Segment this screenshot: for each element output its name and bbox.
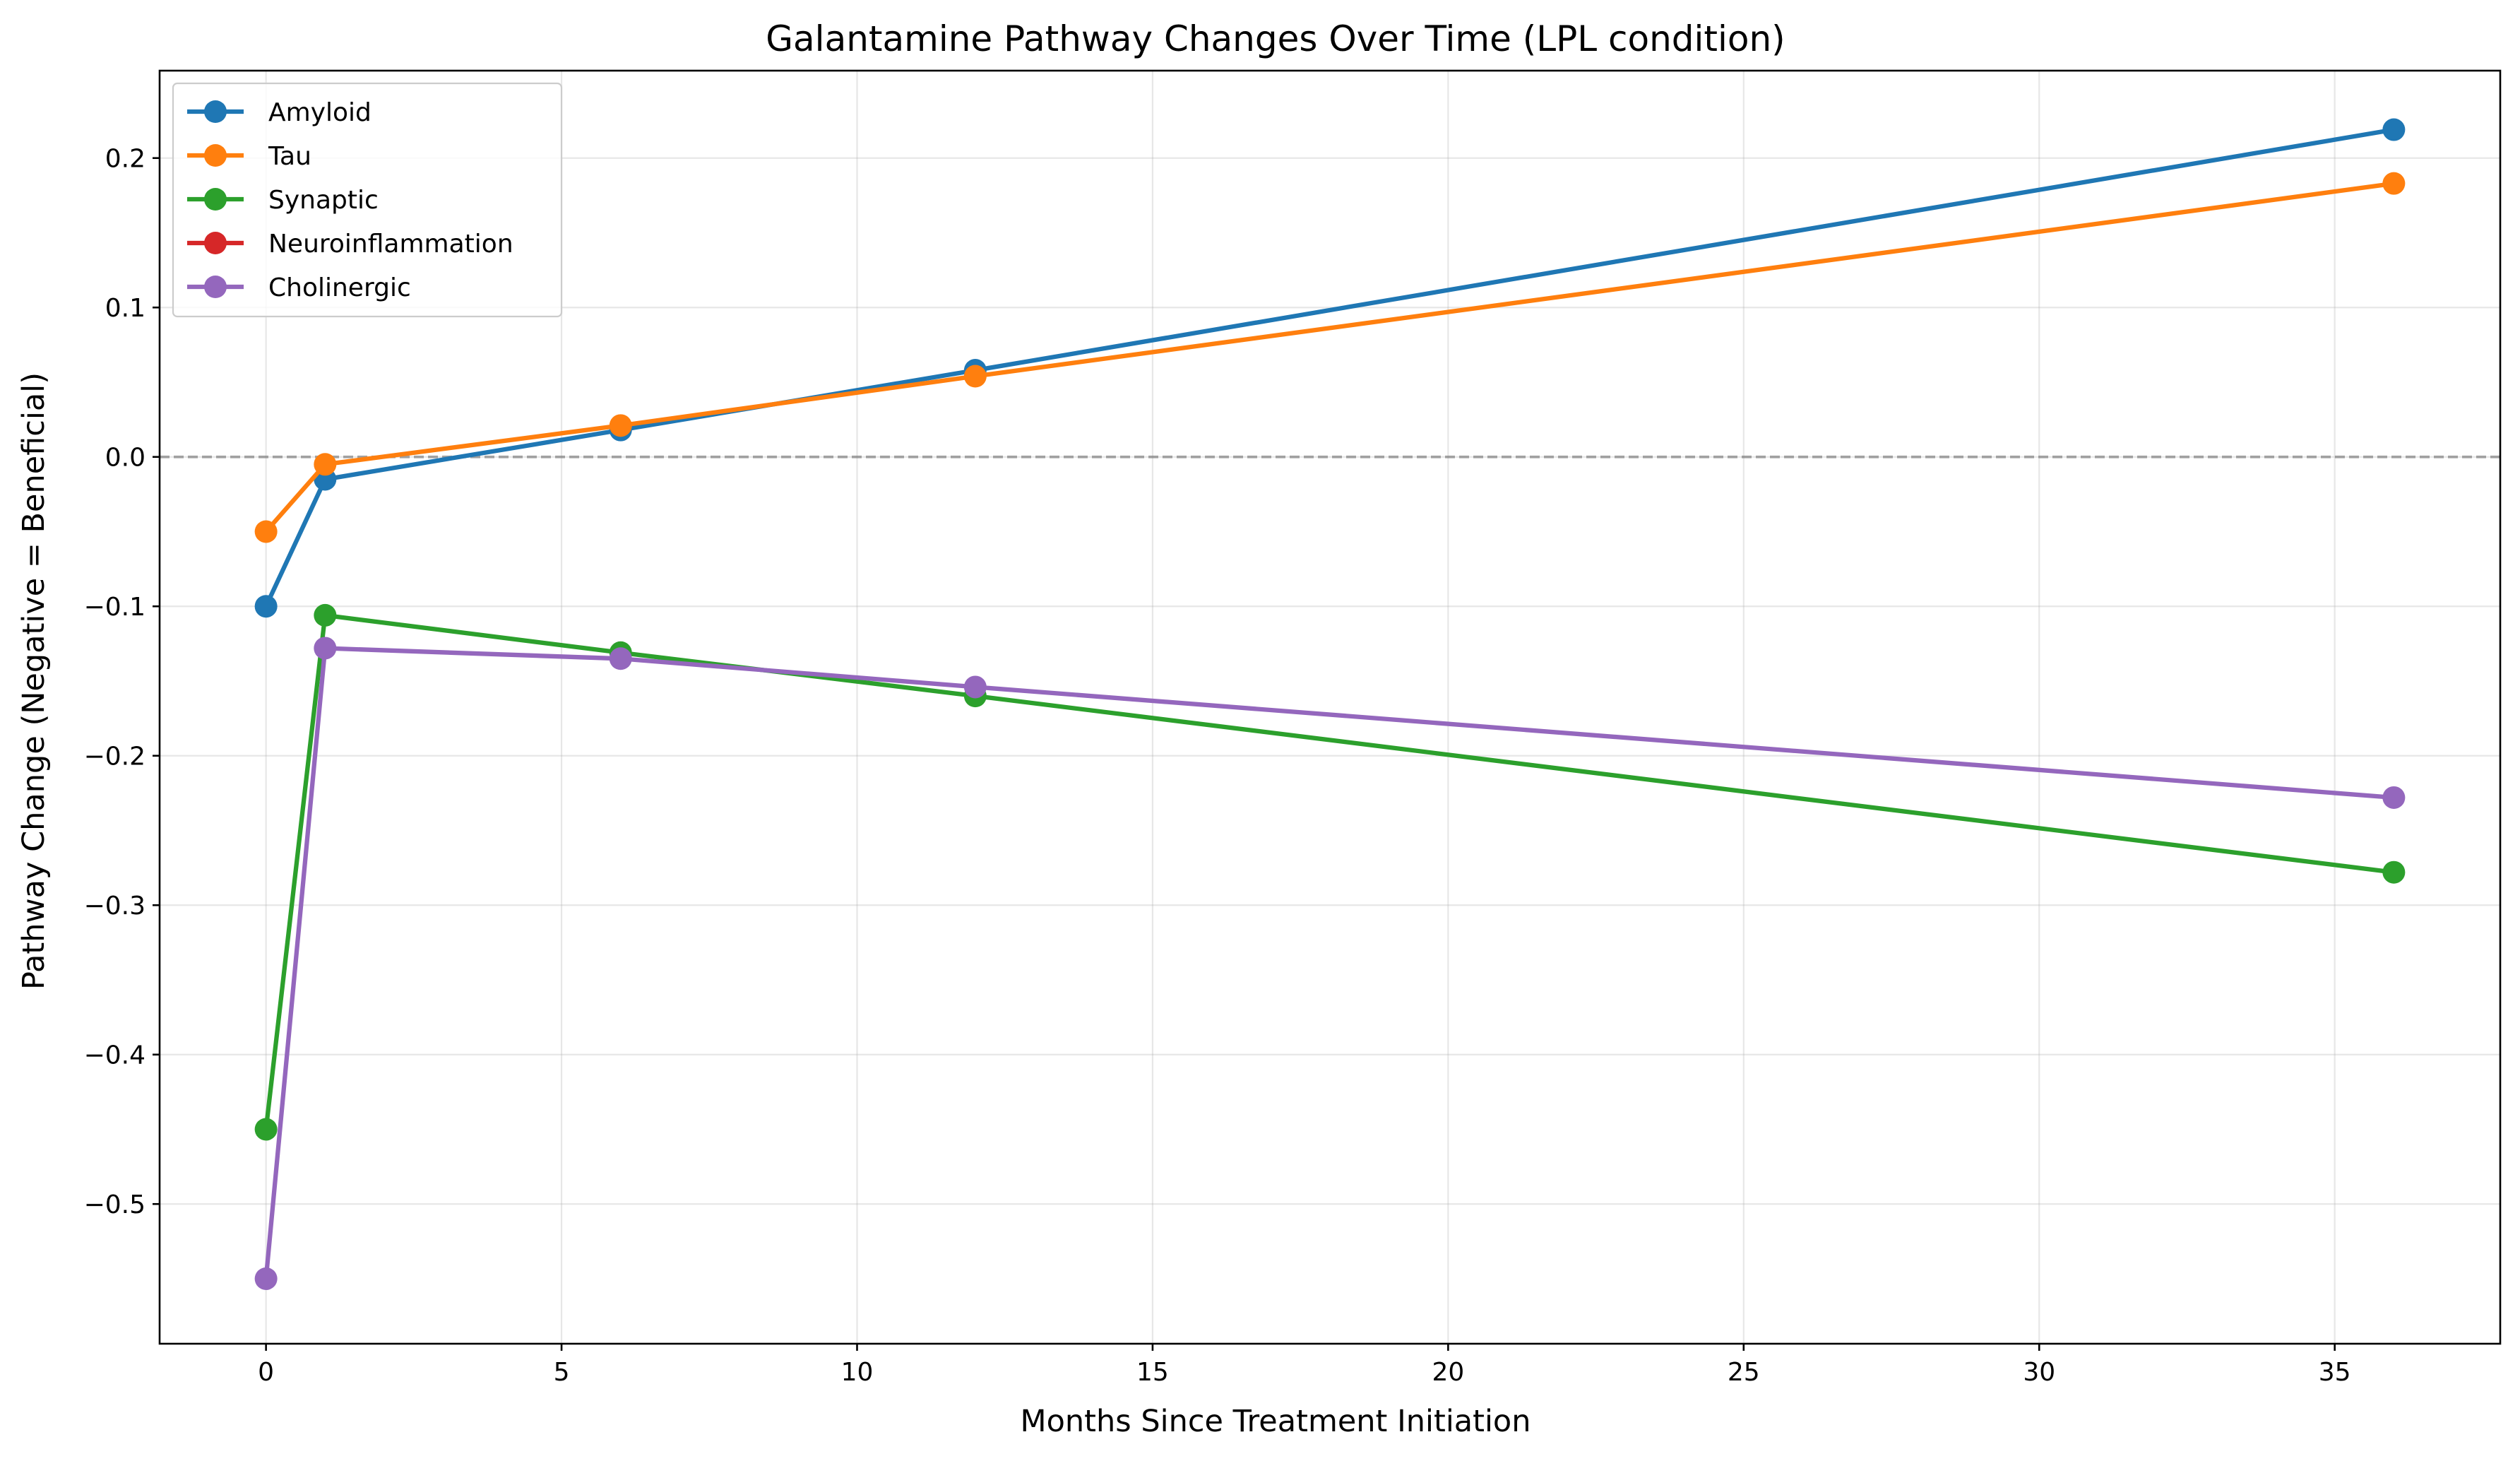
x-tick-label: 35 (2319, 1358, 2351, 1387)
y-tick-label: −0.1 (84, 593, 145, 622)
y-tick-label: −0.4 (84, 1041, 145, 1070)
y-axis-label: Pathway Change (Negative = Beneficial) (16, 372, 52, 990)
legend: Amyloid Tau Synaptic Neuroinflammation Choli… (172, 82, 563, 318)
y-tick-label: −0.2 (84, 743, 145, 771)
data-point-tau (609, 414, 632, 437)
legend-item-neuroinflammation: Neuroinflammation (187, 230, 513, 259)
series-group (254, 118, 2406, 1290)
legend-marker-tau (204, 144, 227, 167)
legend-item-tau: Tau (187, 142, 311, 171)
legend-label-amyloid: Amyloid (268, 98, 372, 127)
x-axis-label: Months Since Treatment Initiation (1021, 1404, 1531, 1439)
data-point-amyloid (2382, 118, 2406, 141)
y-tick-label: −0.3 (84, 892, 145, 921)
data-point-tau (2382, 172, 2406, 195)
legend-label-cholinergic: Cholinergic (268, 273, 411, 302)
legend-item-amyloid: Amyloid (187, 98, 372, 127)
series-tau (254, 172, 2406, 543)
chart-title: Galantamine Pathway Changes Over Time (L… (766, 18, 1785, 59)
y-tick-label: −0.5 (84, 1190, 145, 1219)
legend-marker-neuroinflammation (204, 232, 227, 254)
data-point-tau (254, 520, 278, 543)
legend-marker-amyloid (204, 100, 227, 123)
x-tick-label: 20 (1432, 1358, 1464, 1387)
x-axis: 0 5 10 15 20 25 30 35 (258, 1344, 2351, 1387)
legend-item-cholinergic: Cholinergic (187, 273, 411, 302)
series-cholinergic (254, 637, 2406, 1290)
x-tick-label: 5 (554, 1358, 570, 1387)
legend-label-synaptic: Synaptic (268, 186, 379, 215)
y-tick-label: 0.2 (105, 145, 145, 174)
legend-label-neuroinflammation: Neuroinflammation (268, 230, 513, 259)
x-tick-label: 15 (1136, 1358, 1169, 1387)
data-point-synaptic (314, 603, 337, 627)
data-point-cholinergic (609, 647, 632, 670)
data-point-synaptic (2382, 860, 2406, 884)
data-point-cholinergic (254, 1267, 278, 1290)
data-point-synaptic (254, 1118, 278, 1141)
plot-area-frame (158, 69, 2502, 1345)
legend-item-synaptic: Synaptic (187, 186, 379, 215)
data-point-tau (963, 365, 987, 388)
data-point-cholinergic (2382, 786, 2406, 809)
legend-marker-cholinergic (204, 276, 227, 298)
y-tick-label: 0.1 (105, 294, 145, 323)
x-tick-label: 25 (1728, 1358, 1760, 1387)
data-point-amyloid (254, 595, 278, 618)
legend-label-tau: Tau (268, 142, 311, 171)
data-point-tau (314, 453, 337, 476)
x-tick-label: 10 (841, 1358, 874, 1387)
x-tick-label: 30 (2023, 1358, 2055, 1387)
data-point-cholinergic (963, 675, 987, 699)
y-axis: −0.5 −0.4 −0.3 −0.2 −0.1 0.0 0.1 0.2 (84, 145, 160, 1219)
y-tick-label: 0.0 (105, 444, 145, 473)
legend-box (172, 82, 563, 318)
legend-marker-synaptic (204, 188, 227, 211)
data-point-cholinergic (314, 637, 337, 660)
x-tick-label: 0 (258, 1358, 274, 1387)
grid (160, 71, 2500, 1344)
